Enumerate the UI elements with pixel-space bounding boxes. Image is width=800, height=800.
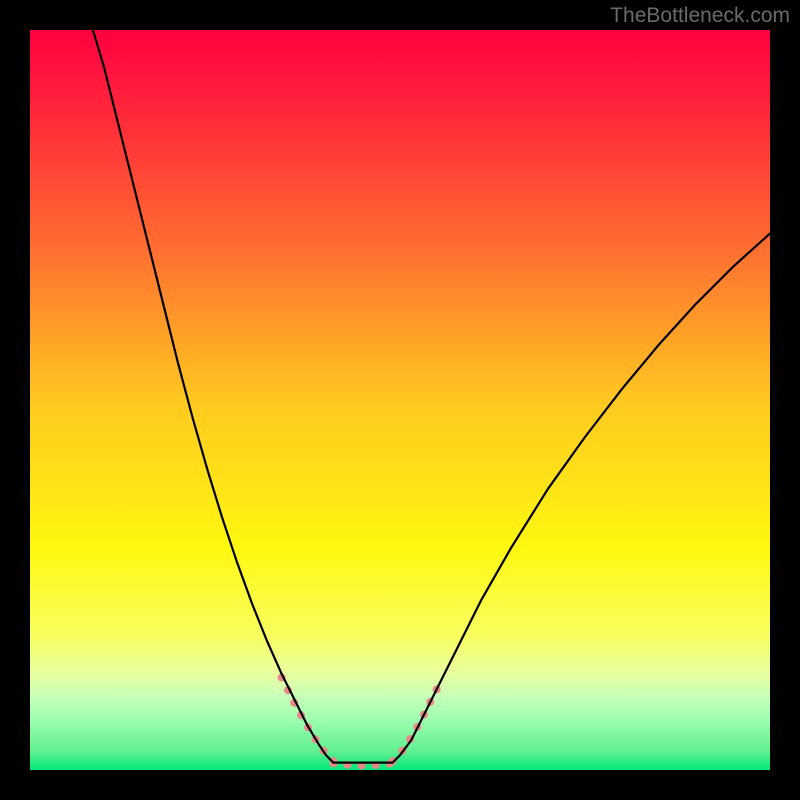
watermark-text: TheBottleneck.com	[610, 4, 790, 28]
gradient-plot-area	[30, 30, 770, 770]
